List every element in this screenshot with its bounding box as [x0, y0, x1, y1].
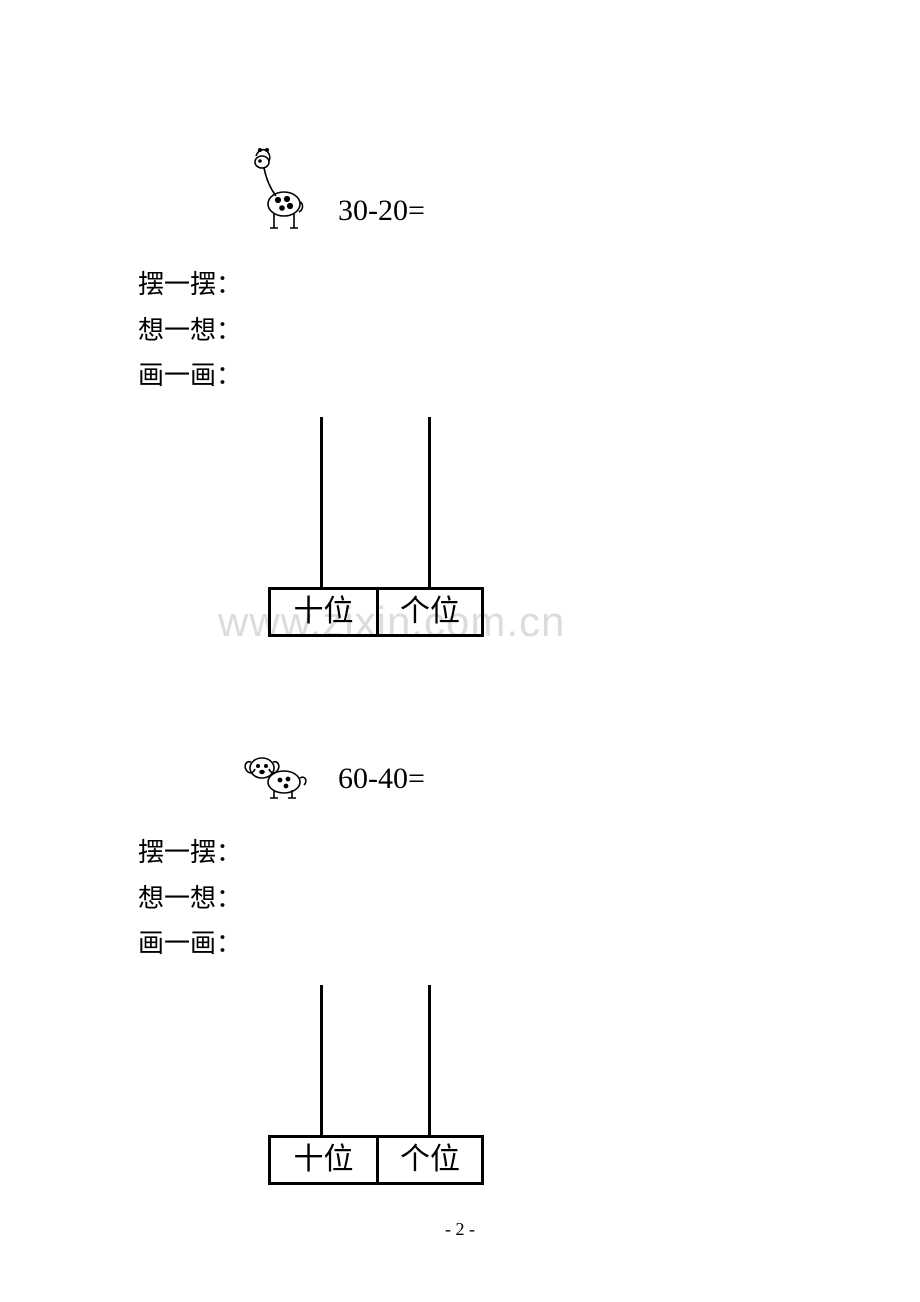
place-row-1: 十位 个位 [268, 587, 484, 637]
dog-icon [236, 742, 316, 802]
prompts-1: 摆一摆： 想一想： 画一画： [138, 262, 778, 399]
giraffe-icon [236, 144, 316, 234]
page-number: - 2 - [0, 1219, 920, 1240]
prompt-draw-1: 画一画： [138, 353, 778, 399]
problem-block-1: 30-20= 摆一摆： 想一想： 画一画： 十位 个位 [138, 144, 778, 637]
chart-stem [320, 417, 323, 587]
problem-header-1: 30-20= [236, 144, 778, 234]
place-value-chart-2: 十位 个位 [268, 985, 484, 1185]
problem-block-2: 60-40= 摆一摆： 想一想： 画一画： 十位 个位 [138, 742, 778, 1185]
prompt-arrange-1: 摆一摆： [138, 262, 778, 308]
ones-label-1: 个位 [376, 590, 484, 634]
prompt-think-2: 想一想： [138, 876, 778, 922]
equation-1: 30-20= [338, 194, 425, 234]
place-value-chart-1: 十位 个位 [268, 417, 484, 637]
problem-header-2: 60-40= [236, 742, 778, 802]
prompts-2: 摆一摆： 想一想： 画一画： [138, 830, 778, 967]
prompt-arrange-2: 摆一摆： [138, 830, 778, 876]
tens-label-1: 十位 [268, 590, 376, 634]
chart-stem [320, 985, 323, 1135]
tens-label-2: 十位 [268, 1138, 376, 1182]
ones-label-2: 个位 [376, 1138, 484, 1182]
chart-stem [428, 417, 431, 587]
equation-2: 60-40= [338, 762, 425, 802]
prompt-think-1: 想一想： [138, 308, 778, 354]
prompt-draw-2: 画一画： [138, 921, 778, 967]
place-row-2: 十位 个位 [268, 1135, 484, 1185]
chart-stem [428, 985, 431, 1135]
